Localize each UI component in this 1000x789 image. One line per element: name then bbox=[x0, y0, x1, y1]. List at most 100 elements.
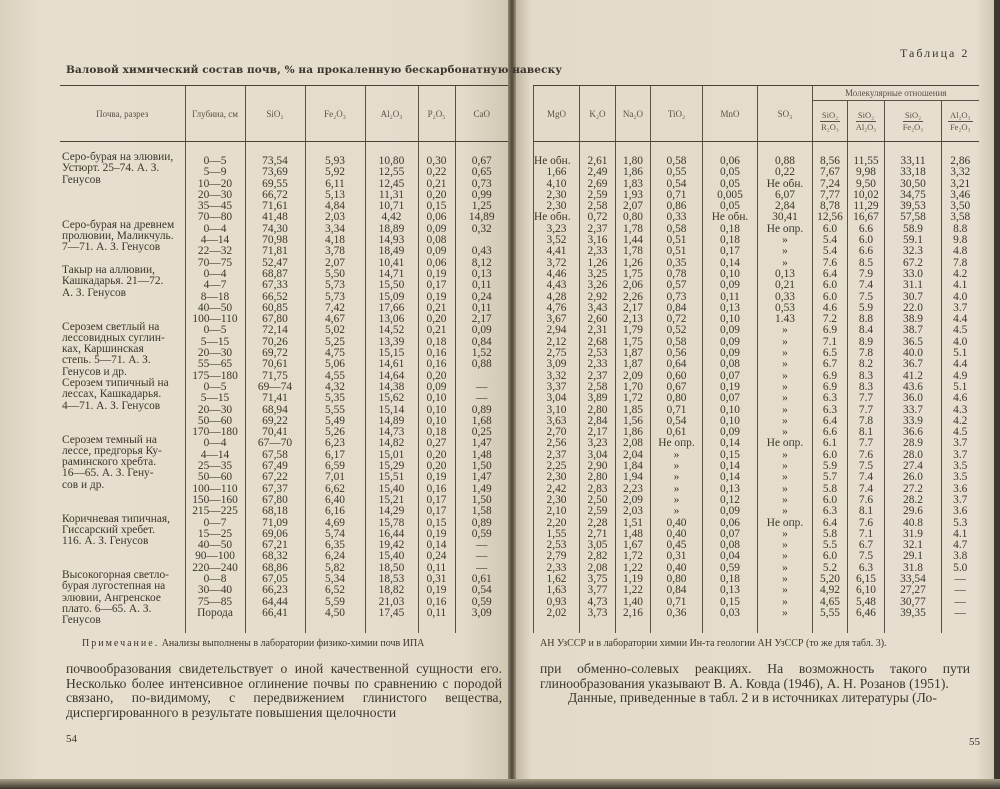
cell-k2o: 2,84 bbox=[579, 415, 616, 428]
table-row-left: 50—60 69,22 5,49 14,89 0,10 1,68 bbox=[60, 415, 508, 428]
cell-mgo: 3,23 bbox=[533, 223, 580, 236]
cell-k2o: 2,80 bbox=[579, 404, 616, 416]
cell-so3: » bbox=[757, 415, 813, 428]
table-row-left: 90—100 68,32 6,24 15,40 0,24— bbox=[60, 551, 508, 563]
cell-depth: Порода bbox=[184, 607, 245, 620]
cell-mgo: 0,93 bbox=[533, 596, 580, 608]
table-row-left: 150—160 67,80 6,40 15,21 0,17 1,50 bbox=[60, 494, 508, 507]
soil-cell bbox=[60, 303, 185, 314]
cell-ratio-sio2-fe2o3: 41.2 bbox=[884, 370, 942, 382]
cell-depth: 0—4 bbox=[184, 268, 245, 281]
soil-description: Такыр на аллювии, Кашкадарья. 21—72. А. … bbox=[62, 264, 164, 299]
cell-depth: 0—4 bbox=[184, 438, 245, 450]
cell-k2o: 2,83 bbox=[579, 483, 616, 495]
cell-cao: — bbox=[454, 562, 508, 574]
cell-sio2: 64,44 bbox=[244, 596, 305, 608]
cell-depth: 35—45 bbox=[184, 201, 245, 213]
cell-cao: 0,84 bbox=[454, 336, 508, 349]
cell-tio2: 0,58 bbox=[650, 223, 703, 236]
cell-fe2o3: 5,06 bbox=[304, 359, 365, 371]
cell-na2o: 1,93 bbox=[615, 189, 651, 202]
table-row-left: 5—15 70,26 5,25 13,39 0,18 0,84 bbox=[60, 336, 508, 349]
cell-mno: 0,09 bbox=[702, 506, 758, 518]
cell-na2o: 1,26 bbox=[615, 257, 651, 269]
cell-na2o: 2,03 bbox=[615, 506, 651, 518]
cell-depth: 90—100 bbox=[184, 551, 245, 563]
cell-so3: 0,22 bbox=[757, 167, 813, 179]
footnote-label: Примечание. bbox=[82, 638, 160, 649]
cell-sio2: 66,52 bbox=[244, 291, 305, 303]
table-row-right: 4,46 3,25 1,75 0,78 0,10 0,13 6.4 7.9 33.0 4.2 bbox=[533, 268, 979, 281]
cell-ratio-al2o3-fe2o3: 4.7 bbox=[941, 540, 979, 552]
table-row-right: 1,63 3,77 1,22 0,84 0,13» 4,92 6,10 27,27— bbox=[533, 585, 979, 597]
cell-ratio-sio2-fe2o3: 39,53 bbox=[884, 201, 942, 213]
cell-depth: 5—9 bbox=[184, 167, 245, 179]
table-row-left: 70—80 41,48 2,03 4,42 0,06 14,89 bbox=[60, 212, 508, 224]
cell-mno: 0,10 bbox=[702, 314, 758, 326]
cell-ratio-sio2-r2o3: 4.6 bbox=[812, 302, 848, 315]
body-text-right: при обменно-солевых реакциях. На возможн… bbox=[540, 661, 970, 706]
cell-so3: 30,41 bbox=[757, 212, 813, 224]
page-edge-bottom bbox=[0, 779, 1000, 789]
cell-tio2: 0,72 bbox=[650, 314, 703, 326]
cell-mno: 0,15 bbox=[702, 449, 758, 462]
cell-na2o: 2,07 bbox=[615, 201, 651, 213]
cell-tio2: 0,54 bbox=[650, 415, 703, 428]
cell-p2o5: 0,19 bbox=[417, 268, 455, 281]
cell-cao: 0,99 bbox=[454, 189, 508, 202]
cell-ratio-sio2-al2o3: 6.6 bbox=[847, 246, 885, 258]
cell-sio2: 68,86 bbox=[244, 562, 305, 574]
cell-p2o5: 0,24 bbox=[417, 551, 455, 563]
cell-ratio-sio2-r2o3: 6.0 bbox=[812, 494, 848, 507]
cell-mno: 0,05 bbox=[702, 167, 758, 179]
cell-ratio-sio2-fe2o3: 31.9 bbox=[884, 528, 942, 541]
cell-al2o3: 14,52 bbox=[364, 325, 418, 337]
cell-tio2: 0,58 bbox=[650, 336, 703, 349]
cell-cao: 1,49 bbox=[454, 483, 508, 495]
cell-ratio-sio2-fe2o3: 58.9 bbox=[884, 223, 942, 236]
cell-ratio-al2o3-fe2o3: 3.5 bbox=[941, 472, 979, 484]
cell-ratio-sio2-fe2o3: 36.6 bbox=[884, 427, 942, 439]
cell-ratio-al2o3-fe2o3: 3.6 bbox=[941, 483, 979, 495]
table-row-left: 50—60 67,22 7,01 15,51 0,19 1,47 bbox=[60, 472, 508, 484]
cell-mno: 0,05 bbox=[702, 178, 758, 190]
cell-so3: » bbox=[757, 449, 813, 462]
table-row-right: 3,09 2,33 1,87 0,64 0,08» 6.7 8.2 36.7 4.4 bbox=[533, 359, 979, 371]
cell-tio2: 0,40 bbox=[650, 517, 703, 529]
cell-mgo: 4,46 bbox=[533, 268, 580, 281]
cell-so3: » bbox=[757, 551, 813, 563]
spacer-cell bbox=[579, 619, 616, 634]
cell-ratio-sio2-al2o3: 7.6 bbox=[847, 449, 885, 462]
header-mgo: MgO bbox=[533, 85, 580, 142]
spacer-cell bbox=[615, 141, 651, 156]
cell-tio2: 0,35 bbox=[650, 257, 703, 269]
cell-sio2: 68,94 bbox=[244, 404, 305, 416]
soil-cell bbox=[60, 416, 185, 427]
cell-ratio-al2o3-fe2o3: — bbox=[941, 596, 979, 608]
table-row-left: 20—30 68,94 5,55 15,14 0,10 0,89 bbox=[60, 404, 508, 416]
cell-ratio-sio2-al2o3: 6,15 bbox=[847, 573, 885, 586]
cell-ratio-al2o3-fe2o3: 3.7 bbox=[941, 438, 979, 450]
header-depth: Глубина, см bbox=[184, 85, 245, 142]
cell-cao: 0,67 bbox=[454, 156, 508, 168]
cell-ratio-sio2-r2o3: 7.6 bbox=[812, 257, 848, 269]
cell-ratio-sio2-fe2o3: 40.8 bbox=[884, 517, 942, 529]
cell-mno: 0,07 bbox=[702, 370, 758, 382]
cell-sio2: 67,05 bbox=[244, 573, 305, 586]
cell-ratio-sio2-r2o3: 6.5 bbox=[812, 348, 848, 360]
cell-ratio-sio2-al2o3: 7.5 bbox=[847, 291, 885, 303]
cell-mno: 0,10 bbox=[702, 268, 758, 281]
table-row-right: 1,62 3,75 1,19 0,80 0,18» 5,20 6,15 33,54— bbox=[533, 573, 979, 586]
cell-p2o5: 0,21 bbox=[417, 178, 455, 190]
cell-na2o: 1,40 bbox=[615, 596, 651, 608]
cell-tio2: 0,56 bbox=[650, 348, 703, 360]
cell-p2o5: 0,08 bbox=[417, 235, 455, 247]
table-row-right: 3,10 2,80 1,85 0,71 0,10» 6.3 7.7 33.7 4.3 bbox=[533, 404, 979, 416]
header-p2o5: P₂O₅ bbox=[417, 85, 455, 142]
cell-na2o: 1,22 bbox=[615, 562, 651, 574]
cell-p2o5: 0,17 bbox=[417, 506, 455, 518]
cell-sio2: 60,85 bbox=[244, 302, 305, 315]
cell-so3: » bbox=[757, 483, 813, 495]
table-row-right: 0,93 4,73 1,40 0,71 0,15» 4,65 5,48 30,77— bbox=[533, 596, 979, 608]
cell-cao: 0,43 bbox=[454, 246, 508, 258]
